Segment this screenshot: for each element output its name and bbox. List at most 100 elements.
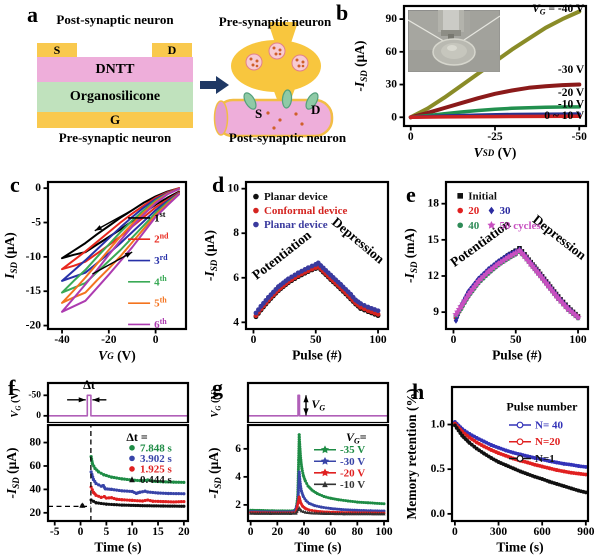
device-photo-inset	[408, 10, 500, 72]
svg-text:Δt: Δt	[83, 378, 96, 392]
svg-text:VG (V): VG (V)	[210, 388, 222, 418]
presynaptic-terminal	[231, 40, 321, 92]
panel-d: d Potentiation Depression Planar device Con…	[200, 168, 400, 375]
svg-text:20: 20	[272, 526, 284, 538]
svg-text:-5: -5	[31, 217, 41, 229]
panel-label-a: a	[27, 2, 38, 27]
svg-text:-30 V: -30 V	[558, 64, 585, 76]
panel-f: f Δt 0 -50 VG (V) Δt = 7.848 s 3.902 s 1.925 s…	[0, 375, 200, 557]
svg-text:-5: -5	[50, 526, 60, 538]
svg-text:8: 8	[233, 227, 239, 239]
svg-text:4: 4	[233, 316, 239, 328]
svg-text:80: 80	[352, 526, 364, 538]
svg-text:VG: VG	[311, 397, 325, 413]
svg-text:60: 60	[325, 526, 337, 538]
svg-text:7.848 s: 7.848 s	[140, 442, 173, 454]
svg-text:N=20: N=20	[535, 436, 561, 448]
panel-e: e Potentiation Depression Initial 20 30 40 50 …	[400, 168, 600, 375]
source-electrode: S	[37, 43, 77, 57]
chart-g-epsc-pulse-amplitude: VG=-35 V-30 V-20 V-10 V 0 20 40 60 80 100 2 4 6 Ti…	[206, 423, 393, 555]
synapse-source-label: S	[255, 106, 263, 121]
svg-text:N=1: N=1	[535, 453, 555, 465]
chart-f-epsc-pulse-width: Δt =7.848 s3.902 s1.925 s0.444 s -5 0 5 10 15…	[4, 423, 190, 555]
svg-text:40: 40	[468, 220, 480, 232]
svg-text:0: 0	[451, 334, 457, 346]
synapse-illustration	[213, 22, 334, 138]
svg-text:0: 0	[35, 182, 41, 194]
svg-text:1.0: 1.0	[431, 419, 446, 431]
svg-text:5: 5	[104, 526, 110, 538]
svg-text:-35 V: -35 V	[340, 444, 365, 456]
svg-text:20: 20	[30, 507, 42, 519]
svg-text:50: 50	[510, 334, 522, 346]
vesicles	[245, 42, 309, 72]
svg-text:-20: -20	[26, 320, 42, 332]
layer-semiconductor: DNTT	[37, 57, 193, 82]
chart-g-gate-pulse: VG VG (V)	[210, 381, 390, 423]
svg-text:12: 12	[428, 270, 440, 282]
panel-label-d: d	[212, 172, 225, 197]
svg-text:0: 0	[78, 526, 84, 538]
svg-text:0: 0	[153, 334, 159, 346]
svg-text:-ISD (mA): -ISD (mA)	[402, 228, 419, 283]
svg-text:0: 0	[251, 334, 257, 346]
svg-text:-15: -15	[26, 285, 42, 297]
svg-text:5th: 5th	[154, 295, 167, 309]
svg-text:0: 0	[408, 131, 414, 143]
svg-text:40: 40	[298, 526, 310, 538]
panel-a: a Post-synaptic neuron S D DNTT Organosi…	[0, 0, 346, 168]
chart-h-memory-retention: Pulse number N= 40 N=20 N=1 0 300 600 900 0.0 0.5…	[404, 385, 595, 555]
svg-text:2: 2	[235, 499, 241, 511]
chart-c-hysteresis: 1st 2nd 3rd 4th 5th 6th -40 -20 0 0 -5 -10 -15 -20 VG …	[2, 180, 188, 363]
svg-text:9: 9	[433, 306, 439, 318]
synapse-bottom-label: Post-synaptic neuron	[228, 130, 347, 145]
svg-text:18: 18	[428, 198, 440, 210]
svg-text:Depression: Depression	[329, 214, 388, 267]
svg-text:0.444 s: 0.444 s	[140, 474, 173, 486]
panel-label-h: h	[412, 379, 425, 404]
panel-c: c 1st 2nd 3rd 4th 5th 6th -40 -20 0 0 -5 -10 -15 -20 V…	[0, 168, 200, 375]
svg-text:20: 20	[468, 205, 480, 217]
drain-electrode: D	[152, 43, 192, 57]
svg-text:100: 100	[569, 334, 587, 346]
svg-text:100: 100	[375, 526, 393, 538]
svg-text:0: 0	[248, 526, 254, 538]
svg-text:-10 V: -10 V	[558, 98, 585, 110]
svg-text:Δt =: Δt =	[126, 430, 148, 444]
svg-text:900: 900	[577, 526, 595, 538]
svg-text:4: 4	[235, 471, 241, 483]
svg-text:Memory retention (%): Memory retention (%)	[404, 389, 419, 520]
svg-text:1.925 s: 1.925 s	[140, 463, 173, 475]
svg-text:VG (V): VG (V)	[98, 348, 136, 363]
svg-text:1st: 1st	[154, 210, 166, 224]
synapse-drain-label: D	[311, 102, 321, 117]
svg-text:300: 300	[490, 526, 508, 538]
svg-text:50 cycles: 50 cycles	[499, 220, 541, 232]
svg-text:Conformal device: Conformal device	[264, 205, 348, 217]
svg-text:-ISD (μA): -ISD (μA)	[202, 230, 219, 281]
dendrite-dots	[266, 111, 304, 130]
receptors	[243, 89, 319, 110]
panel-label-b: b	[336, 0, 349, 25]
right-arrow-icon	[200, 76, 229, 94]
layer-dielectric: Organosilicone	[37, 82, 193, 112]
device-top-label: Post-synaptic neuron	[56, 12, 174, 27]
svg-text:10: 10	[228, 183, 240, 195]
layer-gate: G	[37, 112, 193, 128]
svg-text:600: 600	[534, 526, 552, 538]
svg-text:20: 20	[178, 526, 190, 538]
svg-text:-50: -50	[572, 131, 588, 143]
panel-h: h Pulse number N= 40 N=20 N=1 0 300 600 900 0.0 0…	[400, 375, 600, 557]
svg-text:-10: -10	[26, 251, 42, 263]
svg-text:Time (s): Time (s)	[294, 540, 341, 555]
svg-text:0.5: 0.5	[431, 463, 446, 475]
probe-needle-right	[457, 15, 500, 45]
svg-text:0: 0	[36, 411, 41, 421]
svg-text:3.902 s: 3.902 s	[140, 453, 173, 465]
svg-text:Pulse (#): Pulse (#)	[292, 348, 342, 363]
svg-text:6: 6	[233, 272, 239, 284]
svg-text:Time (s): Time (s)	[496, 540, 543, 555]
